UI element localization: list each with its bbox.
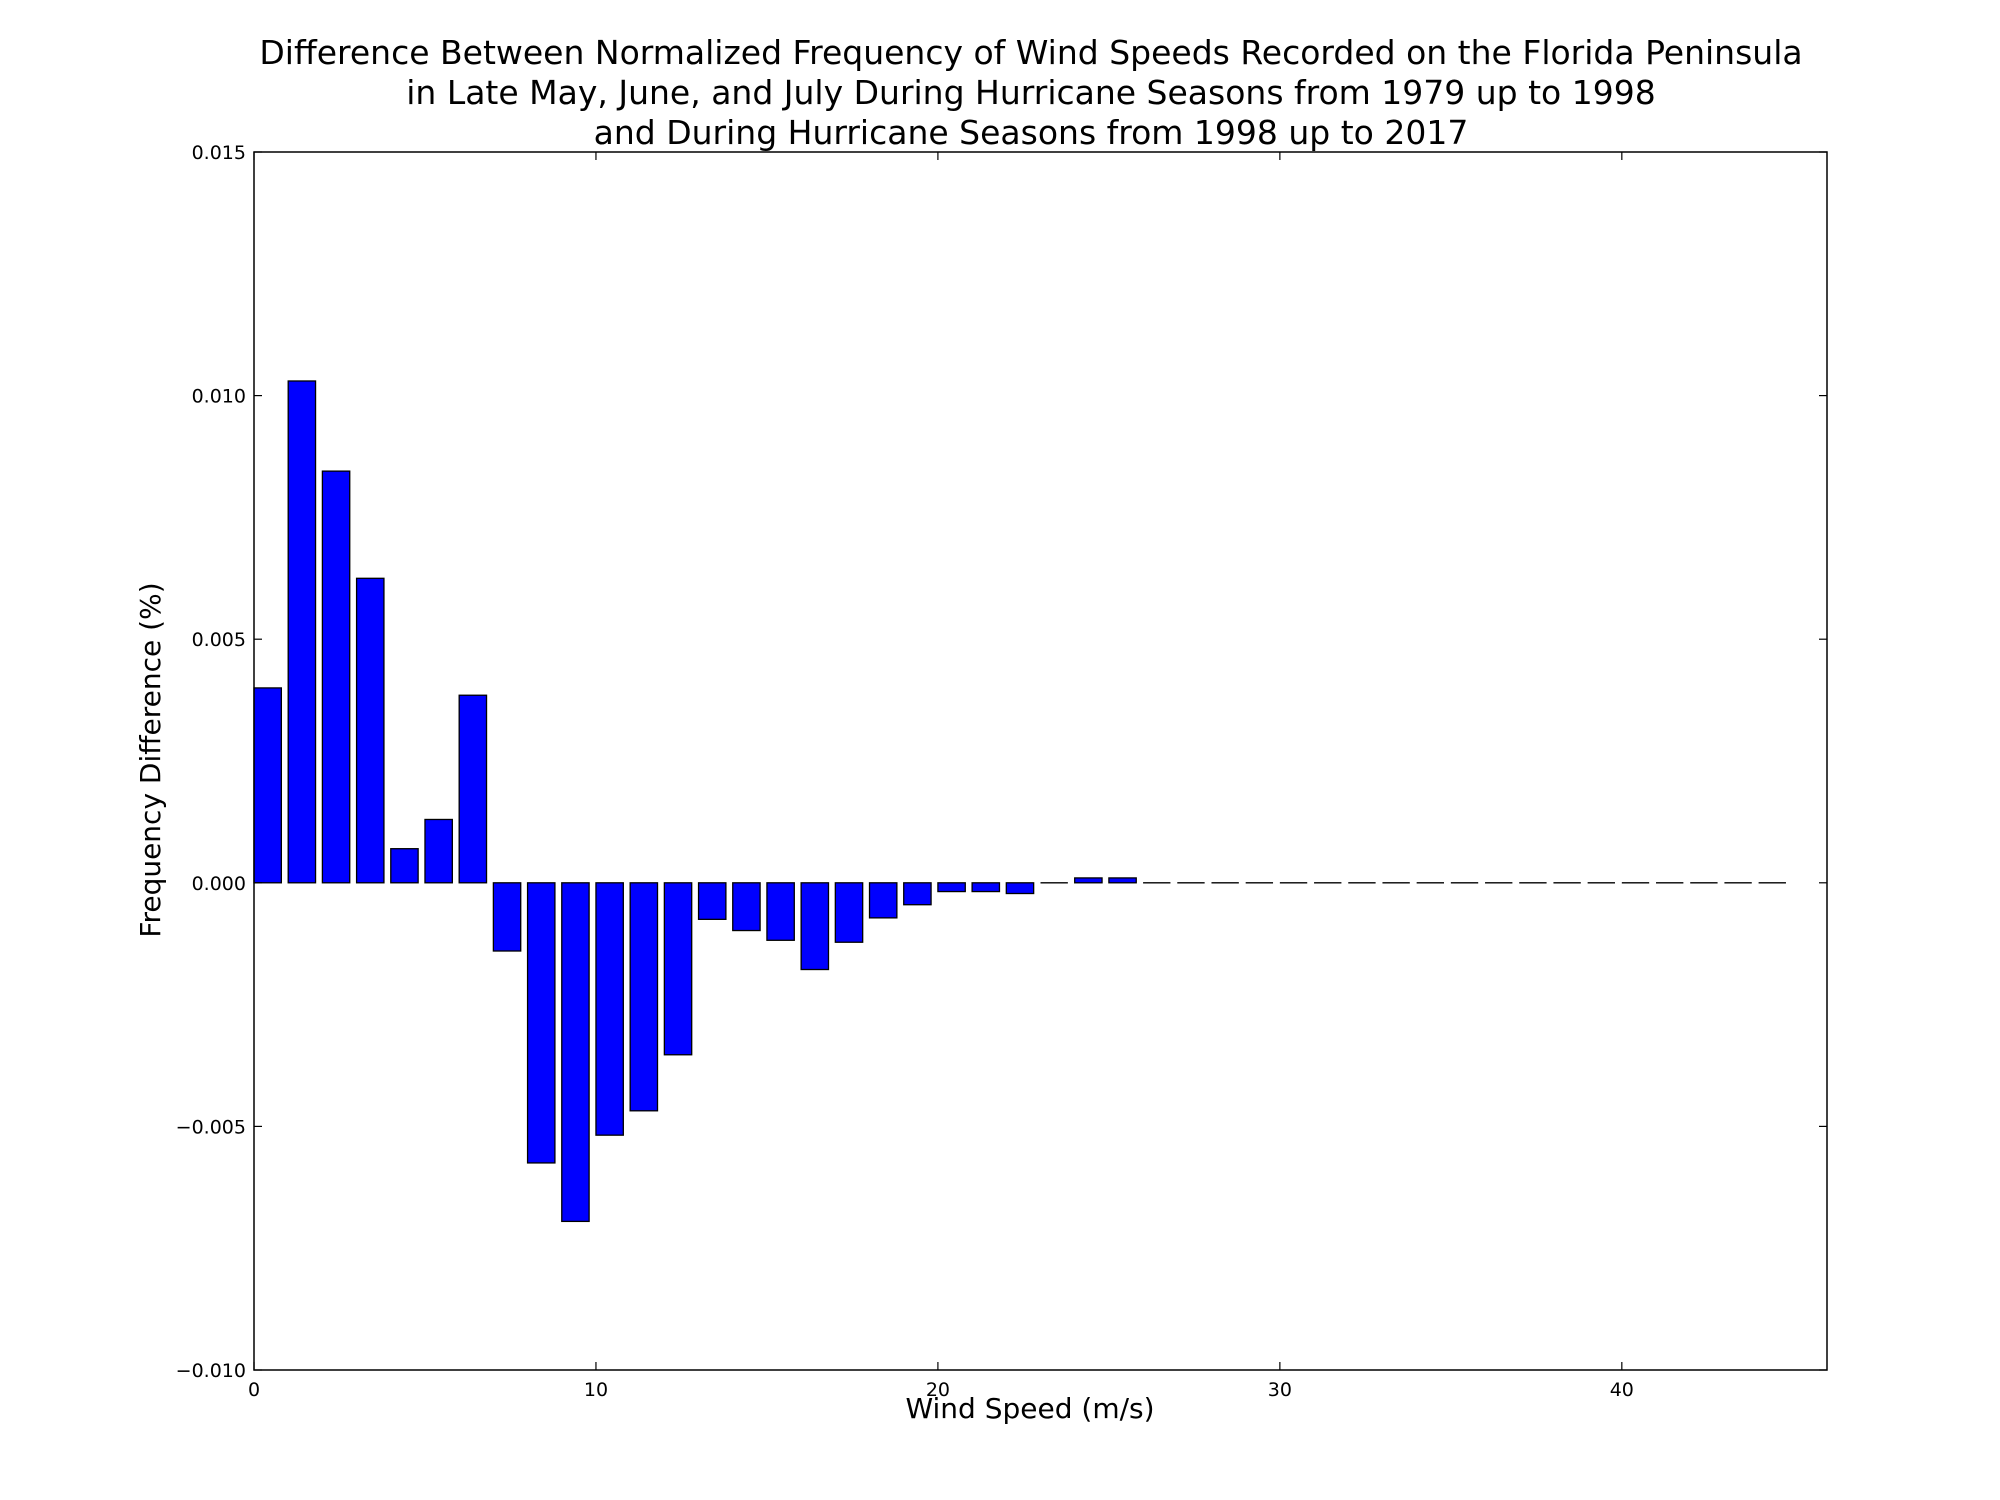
x-tick-label: 0 <box>248 1379 260 1401</box>
bar <box>1108 877 1137 884</box>
bar <box>253 687 283 884</box>
chart-title-line-3: and During Hurricane Seasons from 1998 u… <box>594 113 1469 152</box>
bar <box>595 882 624 1136</box>
plot-area-frame <box>253 151 1828 1371</box>
bar <box>1005 882 1035 895</box>
bar <box>355 577 385 884</box>
y-tick-label: 0.005 <box>192 629 246 651</box>
y-tick-label: 0.010 <box>192 386 246 408</box>
bar <box>766 882 795 941</box>
bar <box>424 818 453 884</box>
y-tick-label: −0.010 <box>176 1360 246 1382</box>
bar <box>800 882 830 971</box>
bar <box>903 882 932 906</box>
y-tick-label: −0.005 <box>176 1116 246 1138</box>
bars-group <box>253 380 1786 1223</box>
chart-title-line-2: in Late May, June, and July During Hurri… <box>406 73 1655 112</box>
bar <box>697 882 727 920</box>
bar <box>971 882 1001 893</box>
x-axis-label: Wind Speed (m/s) <box>905 1392 1154 1425</box>
bar <box>629 882 659 1112</box>
bar <box>390 848 419 884</box>
bar <box>492 882 522 952</box>
bar <box>732 882 761 932</box>
bar <box>1074 877 1103 884</box>
y-tick-label: 0.015 <box>192 142 246 164</box>
x-tick-label: 10 <box>584 1379 608 1401</box>
chart-title-line-1: Difference Between Normalized Frequency … <box>259 33 1802 72</box>
bar <box>458 694 488 884</box>
bar <box>561 882 590 1223</box>
bar <box>287 380 317 884</box>
bar <box>526 882 556 1164</box>
bar <box>663 882 693 1056</box>
chart-title: Difference Between Normalized Frequency … <box>259 33 1802 152</box>
bar <box>834 882 864 943</box>
x-tick-label: 30 <box>1268 1379 1292 1401</box>
x-tick-label: 20 <box>926 1379 950 1401</box>
axis-ticks: 0 10 20 30 40 −0.010 −0.005 0.000 0.005 0.010 0.01… <box>176 142 1827 1401</box>
bar <box>937 882 966 893</box>
y-axis-label: Frequency Difference (%) <box>134 582 167 937</box>
y-tick-label: 0.000 <box>192 873 246 895</box>
bar <box>868 882 898 919</box>
bar <box>321 470 351 884</box>
x-tick-label: 40 <box>1610 1379 1634 1401</box>
